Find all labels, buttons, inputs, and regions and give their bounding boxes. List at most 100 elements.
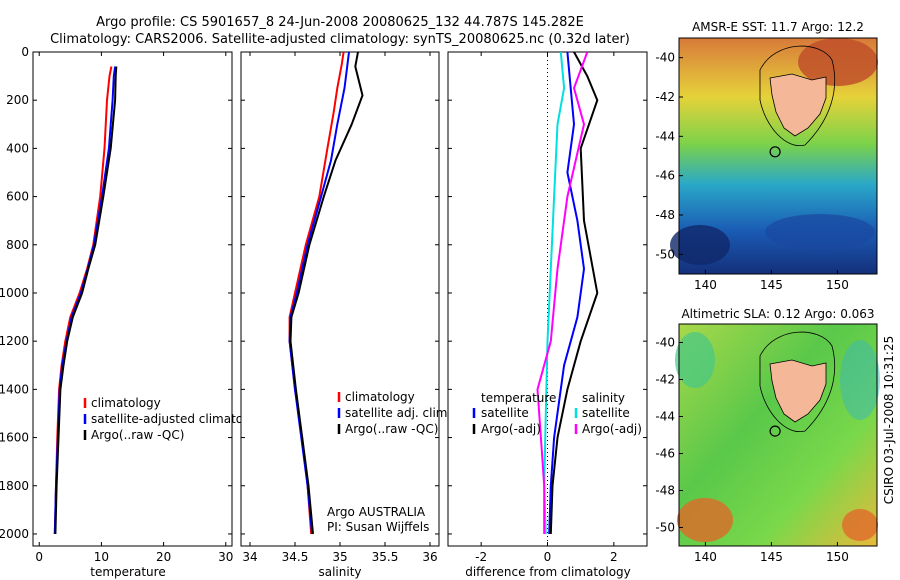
sst-map-panel: AMSR-E SST: 11.7 Argo: 12.2 140 145 150 -40…	[655, 20, 878, 292]
legend-label-temp-argo: Argo(-adj)	[481, 422, 541, 436]
y-tick-label: -40	[655, 336, 675, 350]
x-tick-label: 30	[218, 550, 233, 564]
x-tick-label: 10	[94, 550, 109, 564]
y-tick-label: -48	[655, 208, 675, 222]
salinity-ticks: 34 34.5 35 35.5 36	[241, 51, 439, 564]
legend-label-argo: Argo(..raw -QC)	[345, 422, 438, 436]
y-tick-label: -42	[655, 373, 675, 387]
salinity-xlabel: salinity	[318, 565, 361, 579]
x-tick-label: 0	[544, 550, 552, 564]
x-tick-label: 145	[760, 550, 783, 564]
salinity-axes-frame	[240, 51, 440, 547]
sst-cold-patch	[765, 214, 875, 250]
x-tick-label: 34	[242, 550, 257, 564]
x-tick-label: 145	[760, 278, 783, 292]
x-tick-label: 20	[156, 550, 171, 564]
legend-label-satellite: satellite adj. clim.	[345, 406, 451, 420]
x-tick-label: 35	[332, 550, 347, 564]
sst-map-title: AMSR-E SST: 11.7 Argo: 12.2	[692, 20, 864, 34]
tasmania-land	[769, 73, 827, 137]
x-tick-label: 35.5	[372, 550, 399, 564]
temperature-xlabel: temperature	[90, 565, 165, 579]
y-tick-label: -44	[655, 410, 675, 424]
argo-float-marker	[769, 425, 781, 437]
difference-lines	[536, 52, 599, 546]
difference-ticks: -2 0 2	[448, 51, 647, 564]
salinity-lines	[288, 52, 364, 535]
series-line	[548, 52, 585, 535]
legend-label-climatology: climatology	[345, 390, 415, 404]
difference-panel: -2 0 2 difference from climatology tempera…	[447, 51, 648, 579]
difference-xlabel: difference from climatology	[465, 565, 631, 579]
y-tick-label: -46	[655, 169, 675, 183]
series-line	[543, 52, 566, 535]
legend-label-argo: Argo(..raw -QC)	[91, 428, 184, 442]
sla-high-patch	[677, 498, 733, 542]
sla-map-frame	[678, 323, 878, 547]
legend-label-sal-satellite: satellite	[582, 406, 630, 420]
temperature-legend: climatology satellite-adjusted climatolo…	[83, 396, 269, 442]
sst-warm-patch	[798, 38, 878, 86]
sla-map-title: Altimetric SLA: 0.12 Argo: 0.063	[681, 307, 874, 321]
difference-axes-frame	[447, 51, 648, 547]
y-tick-label: 1000	[0, 286, 29, 300]
temperature-lines	[53, 66, 118, 535]
sla-map-ticks: 140 145 150 -40 -42 -44 -46 -48 -50	[655, 336, 848, 565]
temperature-panel: 0 200 400 600 800 1000 1200 1400 1600 1800 2000 0 10…	[0, 45, 269, 579]
sla-high-patch	[842, 509, 878, 541]
y-tick-label: -50	[655, 521, 675, 535]
y-tick-label: -44	[655, 129, 675, 143]
y-tick-label: -40	[655, 51, 675, 65]
figure-title: Argo profile: CS 5901657_8 24-Jun-2008 2…	[96, 15, 584, 30]
series-line	[536, 52, 589, 534]
y-tick-label: 1600	[0, 431, 29, 445]
y-tick-label: -46	[655, 447, 675, 461]
difference-legend: temperature satellite Argo(-adj) salinit…	[472, 391, 642, 436]
x-tick-label: 0	[35, 550, 43, 564]
x-tick-label: 140	[694, 278, 717, 292]
sla-map-panel: Altimetric SLA: 0.12 Argo: 0.063 140 145 1…	[655, 307, 880, 564]
y-tick-label: -50	[655, 247, 675, 261]
y-tick-label: 200	[6, 93, 29, 107]
sla-low-patch	[840, 340, 880, 420]
series-line	[549, 52, 599, 535]
legend-heading-temperature: temperature	[481, 391, 556, 405]
legend-label-climatology: climatology	[91, 396, 161, 410]
sst-contour	[759, 45, 836, 146]
x-tick-label: 140	[694, 550, 717, 564]
credit-label: CSIRO 03-Jul-2008 10:31:25	[882, 336, 896, 504]
legend-label-sal-argo: Argo(-adj)	[582, 422, 642, 436]
y-tick-label: 800	[6, 238, 29, 252]
x-tick-label: 2	[610, 550, 618, 564]
x-tick-label: -2	[475, 550, 487, 564]
legend-label-satellite: satellite-adjusted climatology	[91, 412, 269, 426]
legend-label-temp-satellite: satellite	[481, 406, 529, 420]
y-tick-label: 1200	[0, 334, 29, 348]
y-tick-label: 1400	[0, 382, 29, 396]
sst-cold-patch	[670, 225, 730, 265]
argo-float-marker	[769, 146, 781, 158]
sst-map-frame	[678, 37, 878, 275]
series-line	[289, 52, 364, 535]
y-tick-label: -42	[655, 90, 675, 104]
salinity-panel: 34 34.5 35 35.5 36 salinity climatology sate…	[240, 51, 451, 579]
temperature-ticks: 0 200 400 600 800 1000 1200 1400 1600 1800 2000 0 10…	[0, 45, 233, 564]
y-tick-label: 600	[6, 190, 29, 204]
temperature-axes-frame	[32, 51, 233, 547]
y-tick-label: 1800	[0, 479, 29, 493]
x-tick-label: 36	[422, 550, 437, 564]
y-tick-label: 0	[21, 45, 29, 59]
x-tick-label: 34.5	[282, 550, 309, 564]
series-line	[54, 66, 118, 535]
y-tick-label: -48	[655, 484, 675, 498]
x-tick-label: 150	[826, 550, 849, 564]
x-tick-label: 150	[826, 278, 849, 292]
legend-heading-salinity: salinity	[582, 391, 625, 405]
institution-label: Argo AUSTRALIA	[327, 505, 426, 519]
tasmania-land	[769, 359, 827, 423]
y-tick-label: 400	[6, 141, 29, 155]
y-tick-label: 2000	[0, 527, 29, 541]
sla-contour	[759, 331, 836, 432]
figure-subtitle: Climatology: CARS2006. Satellite-adjuste…	[50, 32, 630, 47]
